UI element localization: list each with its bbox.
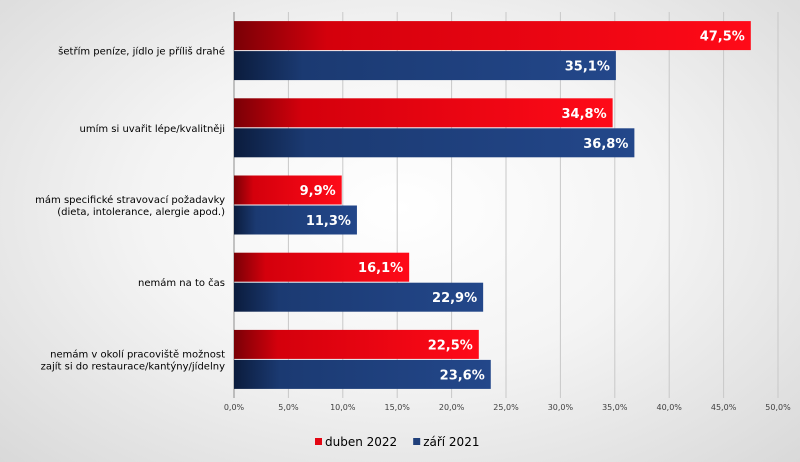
bar: [234, 329, 479, 359]
category-label: nemám v okolí pracoviště možnost: [50, 348, 225, 360]
data-label: 35,1%: [565, 60, 610, 75]
data-label: 36,8%: [583, 137, 628, 152]
x-tick-label: 15,0%: [384, 403, 410, 412]
legend-label: září 2021: [423, 435, 479, 449]
x-tick-label: 25,0%: [493, 403, 519, 412]
data-label: 16,1%: [358, 261, 403, 276]
bar: [234, 205, 357, 235]
x-tick-label: 40,0%: [656, 403, 682, 412]
x-tick-label: 45,0%: [711, 403, 737, 412]
bar: [234, 282, 484, 312]
x-tick-label: 5,0%: [278, 403, 299, 412]
bar: [234, 98, 613, 128]
category-label: šetřím peníze, jídlo je příliš drahé: [58, 46, 225, 58]
data-label: 9,9%: [300, 184, 336, 199]
x-tick-label: 50,0%: [765, 403, 791, 412]
legend-swatch: [315, 438, 322, 445]
x-tick-label: 10,0%: [330, 403, 356, 412]
bar: [234, 128, 635, 158]
data-label: 11,3%: [306, 214, 351, 229]
bars: [234, 21, 751, 389]
category-label: (dieta, intolerance, alergie apod.): [57, 207, 225, 218]
x-tick-label: 0,0%: [224, 403, 245, 412]
legend-label: duben 2022: [325, 435, 397, 449]
labels: 0,0% 5,0% 10,0% 15,0% 20,0% 25,0% 30,0% 35,0% 40…: [35, 30, 791, 412]
x-tick-label: 35,0%: [602, 403, 628, 412]
data-label: 47,5%: [700, 30, 745, 45]
x-tick-label: 20,0%: [439, 403, 465, 412]
bar: [234, 21, 751, 51]
data-label: 22,9%: [432, 291, 477, 306]
bar: [234, 359, 491, 389]
legend: duben 2022 září 2021: [315, 435, 479, 449]
bar: [234, 51, 616, 81]
data-label: 22,5%: [428, 338, 473, 353]
category-label: umím si uvařit lépe/kvalitněji: [80, 123, 225, 135]
bar: [234, 252, 410, 282]
data-label: 34,8%: [562, 107, 607, 122]
category-label: nemám na to čas: [138, 277, 225, 289]
x-tick-label: 30,0%: [548, 403, 574, 412]
category-label: mám specifické stravovací požadavky: [35, 194, 225, 206]
category-label: zajít si do restaurace/kantýny/jídelny: [41, 360, 225, 372]
legend-swatch: [413, 438, 421, 445]
bar: [234, 175, 342, 205]
data-label: 23,6%: [440, 368, 485, 383]
